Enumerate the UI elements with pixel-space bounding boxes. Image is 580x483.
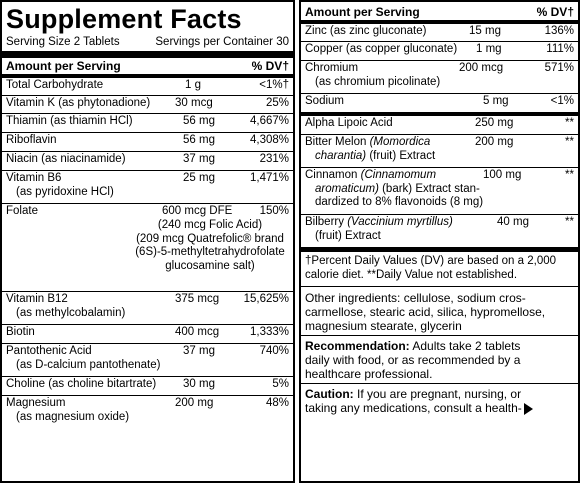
table-row: Sodium 5 mg <1% <box>301 93 578 112</box>
continue-arrow-icon <box>523 402 533 415</box>
servings-per-container: Servings per Container 30 <box>155 36 289 48</box>
caution: Caution: If you are pregnant, nursing, o… <box>301 384 578 417</box>
table-row: Biotin 400 mcg 1,333% <box>2 324 293 343</box>
table-row: Riboflavin 56 mg 4,308% <box>2 132 293 151</box>
table-row: Choline (as choline bitartrate) 30 mg 5% <box>2 376 293 395</box>
table-row: Zinc (as zinc gluconate) 15 mg 136% <box>305 25 574 37</box>
table-row: Niacin (as niacinamide) 37 mg 231% <box>2 151 293 170</box>
table-row: Magnesium (as magnesium oxide) 200 mg 48… <box>2 395 293 428</box>
table-row: Copper (as copper gluconate) 1 mg 111% <box>301 41 578 60</box>
dv-header-label: % DV† <box>536 5 574 19</box>
table-row: Pantothenic Acid (as D-calcium pantothen… <box>2 343 293 376</box>
table-row: Chromium (as chromium picolinate) 200 mc… <box>301 60 578 93</box>
table-row: Bitter Melon (Momordica charantia) (frui… <box>301 134 578 167</box>
amount-header-label: Amount per Serving <box>6 59 121 73</box>
dv-footnote: †Percent Daily Values (DV) are based on … <box>305 255 557 281</box>
table-row: Vitamin K (as phytonadione) 30 mcg 25% <box>2 95 293 113</box>
serving-size: Serving Size 2 Tablets <box>6 36 120 48</box>
table-row: Vitamin B6 (as pyridoxine HCl) 25 mg 1,4… <box>2 170 293 203</box>
supplement-facts-left-panel: Supplement Facts Serving Size 2 Tablets … <box>0 0 295 483</box>
table-row: Thiamin (as thiamin HCl) 56 mg 4,667% <box>2 113 293 132</box>
amount-header-label: Amount per Serving <box>305 5 420 19</box>
supplement-facts-right-panel: Amount per Serving % DV† Zinc (as zinc g… <box>299 0 580 483</box>
dv-header-label: % DV† <box>251 59 289 73</box>
table-row: Alpha Lipoic Acid 250 mg ** <box>305 117 574 129</box>
panel-title: Supplement Facts <box>6 4 242 34</box>
table-row: Cinnamon (Cinnamomum aromaticum) (bark) … <box>301 167 578 214</box>
folate-detail: (240 mcg Folic Acid) (209 mcg Quatrefoli… <box>135 219 285 272</box>
amount-header-right: Amount per Serving % DV† <box>301 2 578 20</box>
table-row: Bilberry (Vaccinium myrtillus) (fruit) E… <box>301 214 578 247</box>
folate-row: Folate 600 mcg DFE 150% (240 mcg Folic A… <box>2 203 293 291</box>
table-row: Vitamin B12 (as methylcobalamin) 375 mcg… <box>2 291 293 324</box>
other-ingredients: Other ingredients: cellulose, sodium cro… <box>305 291 546 333</box>
recommendation: Recommendation: Adults take 2 tablets da… <box>305 339 521 381</box>
amount-header: Amount per Serving % DV† <box>2 58 293 74</box>
serving-info: Serving Size 2 Tablets Servings per Cont… <box>2 34 293 51</box>
table-row: Total Carbohydrate 1 g <1%† <box>6 79 289 91</box>
